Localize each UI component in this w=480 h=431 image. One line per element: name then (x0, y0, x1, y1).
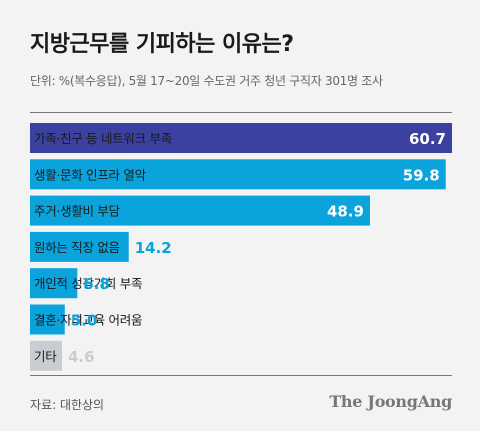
bar-4 (30, 268, 78, 299)
category-label-2: 주거·생활비 부담 (34, 204, 121, 219)
bar-2 (30, 195, 370, 226)
category-label-4: 개인적 성장기회 부족 (34, 276, 142, 291)
bar-3 (30, 231, 129, 262)
category-label-6: 기타 (34, 349, 57, 364)
bar-5 (30, 304, 65, 335)
value-label-6: 4.6 (68, 348, 95, 366)
value-label-3: 14.2 (135, 239, 172, 257)
value-label-1: 59.8 (403, 166, 440, 184)
publisher-logo: The JoongAng (329, 392, 452, 411)
bar-0 (30, 123, 452, 153)
bar-1 (30, 159, 446, 190)
category-label-0: 가족·친구 등 네트워크 부족 (34, 131, 172, 146)
category-label-3: 원하는 직장 없음 (34, 240, 120, 255)
value-label-0: 60.7 (409, 130, 446, 148)
value-label-4: 6.8 (83, 275, 110, 293)
chart-title: 지방근무를 기피하는 이유는? (30, 32, 294, 57)
top-divider (30, 112, 452, 113)
category-label-5: 결혼·자녀교육 어려움 (34, 313, 142, 328)
value-label-5: 5.0 (71, 312, 98, 330)
value-label-2: 48.9 (327, 203, 364, 221)
bar-6 (30, 340, 62, 371)
bottom-divider (30, 375, 452, 376)
source-note: 자료: 대한상의 (30, 398, 105, 412)
chart-subtitle: 단위: %(복수응답), 5월 17~20일 수도권 거주 청년 구직자 301… (30, 74, 383, 88)
category-label-1: 생활·문화 인프라 열악 (34, 167, 147, 182)
